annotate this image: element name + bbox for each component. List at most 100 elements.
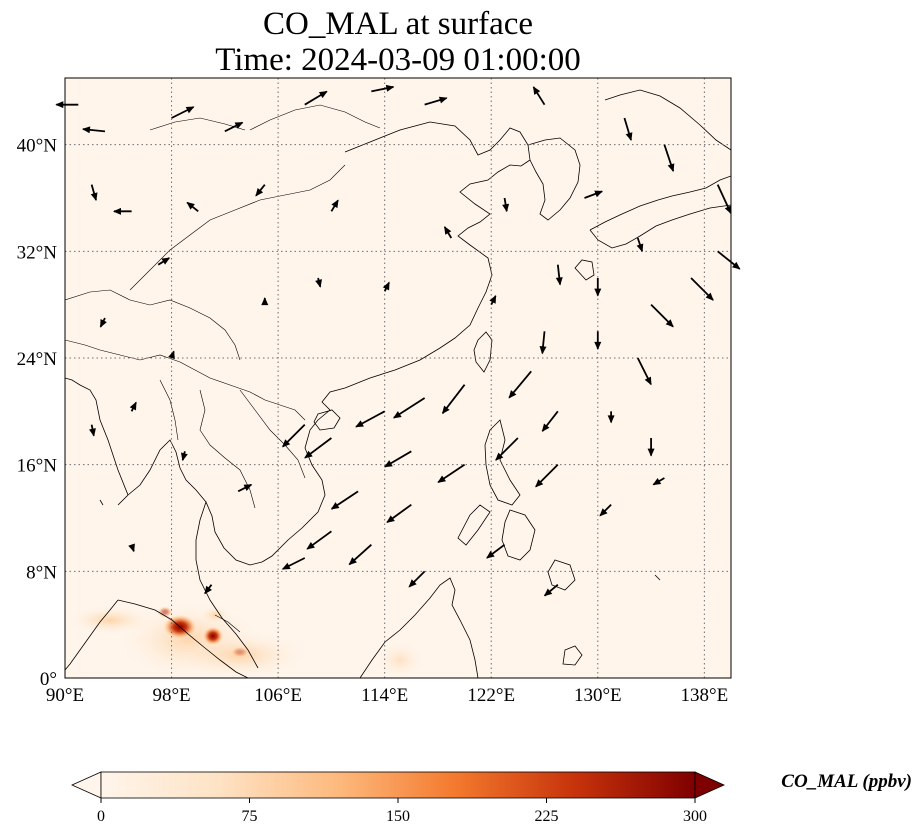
wind-arrow [255,184,266,197]
wind-arrow [652,477,665,486]
wind-arrow [224,121,244,133]
country-borders [65,104,381,633]
colorbar-label: CO_MAL (ppbv) [781,771,912,792]
colorbar: 0 75 150 225 300 CO_MAL (ppbv) [71,771,912,825]
wind-arrow [281,557,306,570]
wind-arrow [355,410,386,428]
lat-tick-labels: 0° 8°N 16°N 24°N 32°N 40°N [17,136,58,690]
wind-arrow [282,424,306,448]
wind-arrow [486,543,506,559]
lon-tick-labels: 90°E 98°E 106°E 114°E 122°E 130°E 138°E [46,685,728,706]
wind-arrow [584,190,604,199]
colorbar-extend-low [71,771,102,799]
colorbar-ticks: 0 75 150 225 300 [97,798,707,825]
wind-arrow [392,397,426,419]
map-background [65,78,731,678]
wind-arrow [90,184,98,202]
title-line-2: Time: 2024-03-09 01:00:00 [215,42,580,78]
wind-arrow [129,401,137,412]
lat-tick-label: 24°N [17,349,58,370]
lon-tick-label: 130°E [574,685,622,706]
concentration-field [65,600,425,678]
wind-arrow [441,384,466,415]
colorbar-tick-label: 300 [683,808,707,825]
lat-tick-label: 8°N [26,562,57,583]
wind-arrow [237,483,253,493]
wind-arrow [304,437,332,459]
wind-arrow [594,331,602,350]
wind-arrow [424,96,448,106]
colorbar-extend-high [694,771,725,799]
lat-tick-label: 16°N [17,456,58,477]
wind-arrow [594,278,602,297]
wind-arrow [386,503,412,523]
hotspot-malay [202,626,224,646]
wind-arrow [186,201,199,213]
wind-arrow [650,304,674,328]
lat-tick-label: 32°N [17,242,58,263]
wind-arrow [716,184,732,215]
wind-arrow [508,370,532,399]
map-frame [64,77,732,679]
colorbar-gradient [100,771,696,799]
wind-arrow [180,451,188,462]
wind-arrow [636,357,652,386]
wind-arrow [539,331,547,355]
wind-arrow [623,117,633,141]
wind-arrow [532,86,546,106]
wind-arrow [599,504,612,517]
wind-arrow [304,90,328,106]
wind-arrow [555,264,563,286]
lon-tick-label: 90°E [46,685,84,706]
lat-tick-label: 0° [40,669,57,690]
wind-arrow [535,464,559,488]
wind-arrow [81,126,106,134]
wind-arrow [171,106,195,119]
wind-arrow [382,281,390,292]
lon-tick-label: 98°E [152,685,190,706]
wind-arrow [330,199,339,212]
colorbar-tick-label: 225 [535,808,559,825]
wind-arrow [408,570,426,588]
wind-arrow [495,437,519,461]
wind-arrow [543,583,559,597]
wind-arrow [306,530,332,550]
wind-arrow [89,424,96,437]
wind-arrow [99,317,107,328]
wind-arrow [541,410,559,432]
lat-tick-label: 40°N [17,136,58,157]
wind-arrow [261,297,269,306]
wind-arrow [636,237,644,253]
wind-arrow [204,584,213,595]
wind-arrow [717,250,741,270]
gridlines [65,78,731,678]
wind-vectors [55,84,741,597]
wind-arrow [437,463,466,484]
wind-arrow [443,226,453,239]
wind-arrow [502,197,510,213]
wind-arrow [348,543,372,566]
lon-tick-label: 138°E [681,685,729,706]
lon-tick-label: 114°E [361,685,408,706]
wind-arrow [330,490,359,510]
wind-arrow [157,257,171,266]
wind-arrow [315,277,322,288]
lon-tick-label: 106°E [254,685,302,706]
wind-arrow [113,207,132,215]
wind-arrow [607,411,615,424]
wind-arrow [663,144,675,173]
wind-arrow [384,450,412,468]
wind-arrow [371,84,395,93]
colorbar-tick-label: 75 [242,808,258,825]
wind-arrow [690,277,714,301]
lon-tick-label: 122°E [467,685,515,706]
wind-arrow [168,350,175,360]
wind-arrow [128,543,135,553]
wind-arrow [55,101,79,109]
wind-arrow [647,438,655,457]
colorbar-tick-label: 150 [386,808,410,825]
colorbar-tick-label: 0 [97,808,105,825]
title-line-1: CO_MAL at surface [263,6,533,42]
wind-arrow [489,294,497,306]
